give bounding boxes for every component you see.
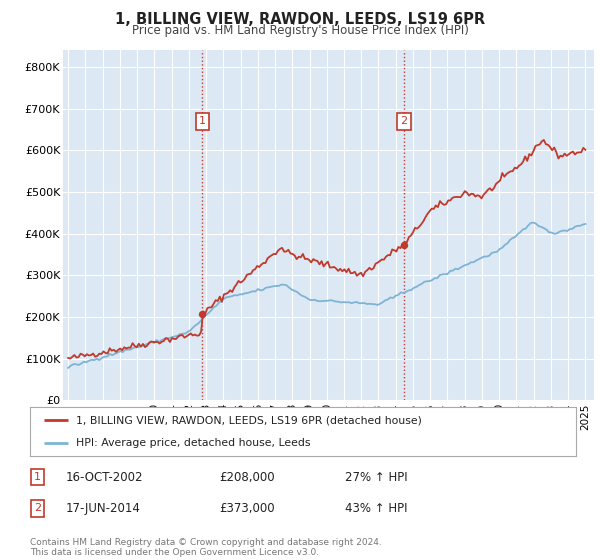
Text: 1: 1 (34, 472, 41, 482)
Text: Price paid vs. HM Land Registry's House Price Index (HPI): Price paid vs. HM Land Registry's House … (131, 24, 469, 36)
Text: 1: 1 (199, 116, 206, 126)
Point (197, 309, 207, 318)
Text: 2: 2 (400, 116, 407, 126)
Text: 1, BILLING VIEW, RAWDON, LEEDS, LS19 6PR: 1, BILLING VIEW, RAWDON, LEEDS, LS19 6PR (115, 12, 485, 27)
Text: Contains HM Land Registry data © Crown copyright and database right 2024.
This d: Contains HM Land Registry data © Crown c… (30, 538, 382, 557)
Text: 16-OCT-2002: 16-OCT-2002 (66, 470, 143, 484)
Text: £208,000: £208,000 (219, 470, 275, 484)
Text: 17-JUN-2014: 17-JUN-2014 (66, 502, 141, 515)
Point (399, 240, 409, 249)
Text: 1, BILLING VIEW, RAWDON, LEEDS, LS19 6PR (detached house): 1, BILLING VIEW, RAWDON, LEEDS, LS19 6PR… (76, 416, 422, 426)
Text: £373,000: £373,000 (219, 502, 275, 515)
Text: 2: 2 (34, 503, 41, 514)
Text: HPI: Average price, detached house, Leeds: HPI: Average price, detached house, Leed… (76, 438, 311, 448)
Text: 27% ↑ HPI: 27% ↑ HPI (345, 470, 407, 484)
Text: 43% ↑ HPI: 43% ↑ HPI (345, 502, 407, 515)
